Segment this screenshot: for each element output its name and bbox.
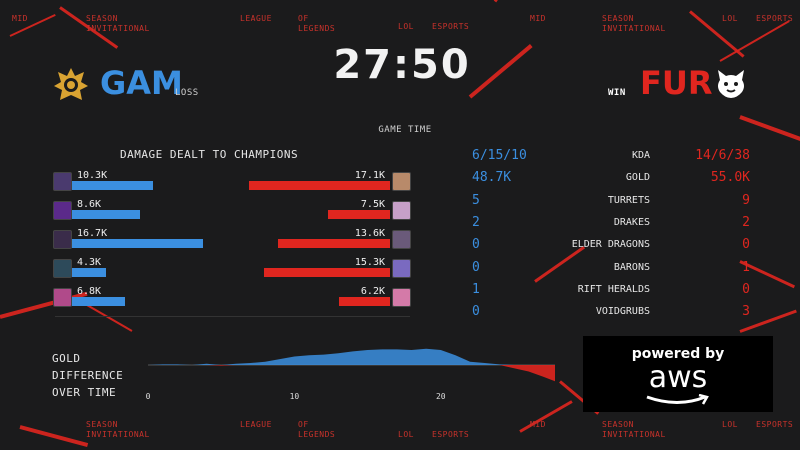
stat-left-value: 0 <box>472 259 480 275</box>
stat-right-value: 3 <box>742 304 750 320</box>
stat-label: BARONS <box>613 261 650 273</box>
left-champion-portrait <box>53 259 72 278</box>
left-damage-bar <box>72 268 106 277</box>
left-damage-bar <box>72 181 153 190</box>
band-bottom-league: LEAGUE <box>240 420 272 429</box>
right-champion-portrait <box>392 259 411 278</box>
left-damage-value: 10.3K <box>77 170 108 181</box>
left-team-abbr: GAM <box>100 64 183 102</box>
game-time-label: GAME TIME <box>378 125 432 135</box>
right-team-abbr: FUR <box>640 64 713 102</box>
band-top-of: OF LEGENDS <box>298 14 336 33</box>
stat-left-value: 6/15/10 <box>472 148 527 163</box>
right-damage-value: 13.6K <box>354 228 385 239</box>
right-damage-value: 15.3K <box>354 257 385 268</box>
stat-left-value: 2 <box>472 214 480 230</box>
band-top-esports: ESPORTS <box>432 22 470 31</box>
left-champion-portrait <box>53 201 72 220</box>
chart-x-tick: 20 <box>436 392 446 401</box>
damage-divider <box>55 316 410 317</box>
right-team-result: WIN <box>608 88 626 98</box>
stat-right-value: 0 <box>742 237 750 253</box>
chart-x-tick: 0 <box>146 392 151 401</box>
stat-left-value: 1 <box>472 281 480 297</box>
gold-diff-title: GOLD DIFFERENCE OVER TIME <box>52 350 123 401</box>
stat-label: ELDER DRAGONS <box>571 239 650 251</box>
right-champion-portrait <box>392 288 411 307</box>
gold-diff-title-line3: OVER TIME <box>52 386 117 399</box>
gold-diff-title-line2: DIFFERENCE <box>52 369 124 382</box>
stat-right-value: 9 <box>742 192 750 208</box>
right-damage-bar <box>249 181 390 190</box>
stat-right-value: 14/6/38 <box>695 148 750 163</box>
band-top-esports2: ESPORTS <box>756 14 794 23</box>
left-damage-bar <box>72 297 126 306</box>
chart-area-negative <box>148 365 555 382</box>
aws-logo-text: aws <box>648 360 708 395</box>
band-top-season: SEASON INVITATIONAL <box>86 14 150 33</box>
left-damage-bar <box>72 239 204 248</box>
band-top-mid: MID <box>12 14 28 23</box>
stat-right-value: 0 <box>742 281 750 297</box>
right-champion-portrait <box>392 172 411 191</box>
left-damage-value: 8.6K <box>77 199 102 210</box>
band-bottom-of: OF LEGENDS <box>298 420 336 439</box>
right-damage-value: 17.1K <box>354 170 385 181</box>
stat-left-value: 5 <box>472 192 480 208</box>
right-damage-bar <box>264 268 390 277</box>
band-bottom-season: SEASON INVITATIONAL <box>86 420 150 439</box>
gam-logo-icon <box>52 66 90 104</box>
right-damage-value: 6.2K <box>360 286 385 297</box>
chart-area-positive <box>148 348 555 365</box>
stat-right-value: 2 <box>742 214 750 230</box>
stat-label: GOLD <box>625 172 650 184</box>
band-top-lol: LOL <box>398 22 414 31</box>
left-champion-portrait <box>53 172 72 191</box>
band-bottom-lol2: LOL <box>722 420 738 429</box>
aws-smile-icon <box>646 394 709 405</box>
game-timer: 27:50 <box>333 42 471 88</box>
stat-left-value: 0 <box>472 304 480 320</box>
left-damage-bar <box>72 210 140 219</box>
gold-diff-chart: 0 10 20 <box>146 348 555 401</box>
band-top-season2: SEASON INVITATIONAL <box>602 14 666 33</box>
stat-label: TURRETS <box>607 194 650 206</box>
damage-title: DAMAGE DEALT TO CHAMPIONS <box>120 148 299 161</box>
stat-label: VOIDGRUBS <box>595 306 650 318</box>
left-damage-value: 6.8K <box>77 286 102 297</box>
band-bottom-lol: LOL <box>398 430 414 439</box>
right-champion-portrait <box>392 230 411 249</box>
stat-label: DRAKES <box>613 216 650 228</box>
stat-left-value: 48.7K <box>472 170 512 186</box>
left-damage-value: 4.3K <box>77 257 102 268</box>
band-top-league: LEAGUE <box>240 14 272 23</box>
stat-left-value: 0 <box>472 237 480 253</box>
band-top-lol2: LOL <box>722 14 738 23</box>
right-damage-bar <box>278 239 390 248</box>
left-champion-portrait <box>53 230 72 249</box>
gold-diff-title-line1: GOLD <box>52 352 81 365</box>
stat-right-value: 1 <box>742 259 750 275</box>
right-champion-portrait <box>392 201 411 220</box>
band-bottom-mid: MID <box>530 420 546 429</box>
stat-label: KDA <box>631 150 650 161</box>
right-damage-bar <box>328 210 390 219</box>
chart-x-tick: 10 <box>290 392 300 401</box>
band-bottom-esports2: ESPORTS <box>756 420 794 429</box>
stat-right-value: 55.0K <box>710 170 750 186</box>
left-damage-value: 16.7K <box>77 228 108 239</box>
band-top-mid2: MID <box>530 14 546 23</box>
right-damage-bar <box>338 297 390 306</box>
band-bottom-season2: SEASON INVITATIONAL <box>602 420 666 439</box>
left-team-result: LOSS <box>175 88 199 98</box>
aws-sponsor-panel: powered by aws <box>583 336 773 412</box>
left-champion-portrait <box>53 288 72 307</box>
fur-logo-icon <box>712 66 750 102</box>
right-damage-value: 7.5K <box>360 199 385 210</box>
band-bottom-esports: ESPORTS <box>432 430 470 439</box>
stat-label: RIFT HERALDS <box>577 283 650 295</box>
aws-powered-by: powered by <box>631 346 725 362</box>
